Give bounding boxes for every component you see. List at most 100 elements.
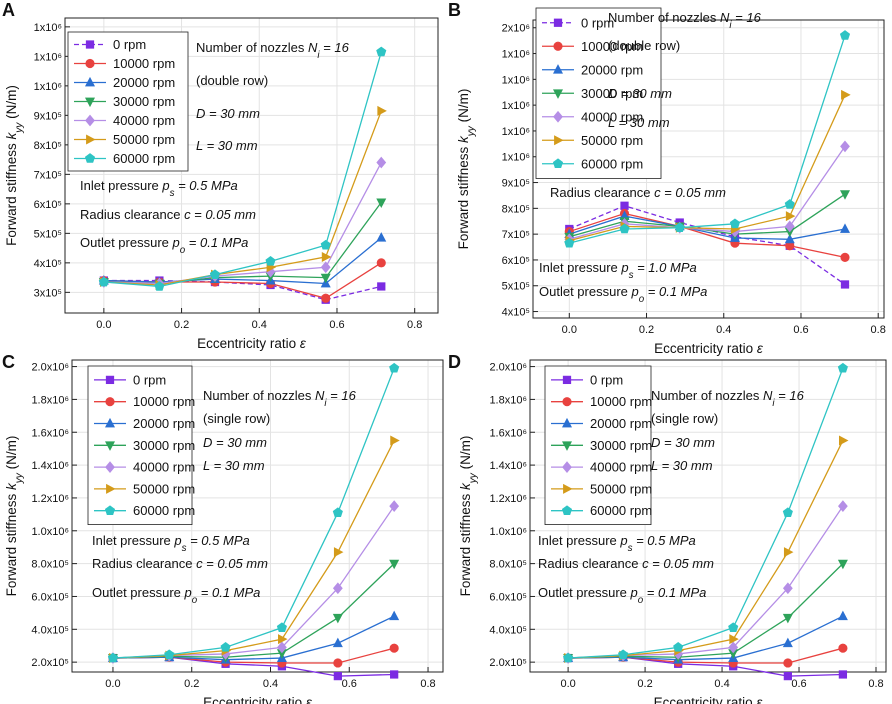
text-part: s [182, 543, 187, 554]
marker [389, 559, 400, 570]
text-part: = 0.1 MPa [644, 284, 707, 299]
x-tick-label: 0.6 [342, 678, 357, 690]
y-tick-label: 3x10⁵ [34, 287, 62, 299]
y-tick-label: 2.0x10⁵ [31, 657, 69, 669]
marker [620, 201, 629, 210]
marker [390, 435, 400, 446]
x-tick-label: 0.4 [714, 678, 729, 690]
text-part: Radius clearance [80, 207, 184, 222]
y-tick-label: 1x10⁶ [502, 49, 530, 61]
marker [619, 223, 630, 234]
annotation: L = 30 mm [196, 138, 258, 153]
marker [332, 507, 343, 518]
text-part: ε [300, 336, 307, 351]
text-part: Eccentricity ratio [197, 336, 300, 351]
y-tick-label: 2x10⁶ [502, 23, 530, 35]
marker [838, 670, 848, 679]
legend-label: 30000 rpm [590, 438, 652, 453]
marker [321, 251, 332, 262]
text-part: p [631, 284, 639, 299]
y-tick-label: 8x10⁵ [34, 140, 62, 152]
text-part: = 0.5 MPa [632, 533, 695, 548]
panel-label: B [448, 0, 461, 20]
annotation: Number of nozzles Ni = 16 [651, 388, 805, 409]
text-part: Outlet pressure [92, 585, 185, 600]
text-part: Number of nozzles [651, 388, 763, 403]
series-line [568, 505, 844, 659]
annotation: L = 30 mm [608, 115, 670, 130]
legend-label: 0 rpm [113, 37, 146, 52]
text-part: c = 0.05 mm [196, 556, 268, 571]
x-tick-label: 0.0 [560, 678, 575, 690]
y-tick-label: 1x10⁶ [34, 51, 62, 63]
marker [389, 610, 400, 621]
marker [562, 397, 572, 407]
text-part: ε [756, 695, 763, 704]
panel: 4x10⁵ 5x10⁵ 6x10⁵ 7x10⁵ 8x10⁵ 9x10⁵ 1x10⁶ 1x10⁶… [448, 0, 886, 356]
y-axis-label: Forward stiffness kyy (N/m) [456, 89, 477, 250]
marker [376, 232, 387, 242]
text-part: Outlet pressure [538, 585, 631, 600]
x-tick-label: 0.2 [637, 678, 652, 690]
marker [86, 134, 96, 145]
marker [837, 362, 848, 373]
x-tick-label: 0.2 [174, 319, 189, 331]
marker [377, 105, 387, 116]
series-line [569, 94, 846, 242]
text-part: i [324, 398, 327, 409]
marker [553, 18, 563, 27]
text-part: Radius clearance [550, 185, 654, 200]
y-tick-label: 1.2x10⁶ [489, 493, 527, 505]
marker [320, 239, 331, 250]
text-part: = 0.1 MPa [643, 585, 706, 600]
x-tick-label: 0.4 [252, 319, 267, 331]
text-part: = 16 [320, 40, 350, 55]
annotation: (single row) [651, 411, 718, 426]
text-part: s [628, 543, 633, 554]
text-part: o [639, 294, 645, 305]
series-line [103, 279, 382, 301]
marker [389, 362, 400, 373]
series-line [568, 440, 844, 659]
x-axis-label: Eccentricity ratio ε [197, 336, 307, 351]
y-tick-label: 1.8x10⁶ [489, 394, 527, 406]
text-part: p [620, 260, 628, 275]
text-part: (double row) [608, 38, 680, 53]
x-tick-label: 0.8 [871, 324, 886, 336]
text-part: yy [468, 472, 479, 484]
annotation: Number of nozzles Ni = 16 [608, 10, 762, 31]
legend-label: 40000 rpm [581, 109, 643, 124]
y-tick-label: 7x10⁵ [502, 229, 530, 241]
marker [84, 153, 96, 163]
marker [333, 671, 342, 681]
marker [104, 505, 116, 516]
text-part: Outlet pressure [80, 235, 173, 250]
marker [220, 642, 231, 652]
marker [783, 671, 792, 681]
series-line [569, 35, 846, 244]
text-part: yy [14, 122, 25, 134]
series-line [112, 440, 395, 659]
marker [729, 634, 739, 645]
series-line [569, 215, 846, 240]
annotation: Inlet pressure ps = 0.5 MPa [92, 533, 250, 554]
marker [783, 658, 793, 668]
marker [674, 222, 685, 233]
y-tick-label: 1x10⁶ [34, 81, 62, 93]
text-part: (single row) [651, 411, 718, 426]
y-tick-label: 6.0x10⁵ [489, 591, 527, 603]
marker [562, 417, 572, 428]
text-part: L = 30 mm [608, 115, 670, 130]
marker [333, 658, 343, 668]
marker [837, 610, 848, 621]
marker [729, 218, 741, 229]
text-part: Eccentricity ratio [654, 695, 757, 704]
text-part: (N/m) [4, 436, 19, 474]
text-part: = 0.5 MPa [174, 178, 237, 193]
marker [553, 64, 563, 74]
text-part: Radius clearance [538, 556, 642, 571]
text-part: p [172, 235, 180, 250]
panel-label: C [2, 352, 15, 372]
text-part: s [170, 188, 175, 199]
marker [553, 110, 563, 123]
